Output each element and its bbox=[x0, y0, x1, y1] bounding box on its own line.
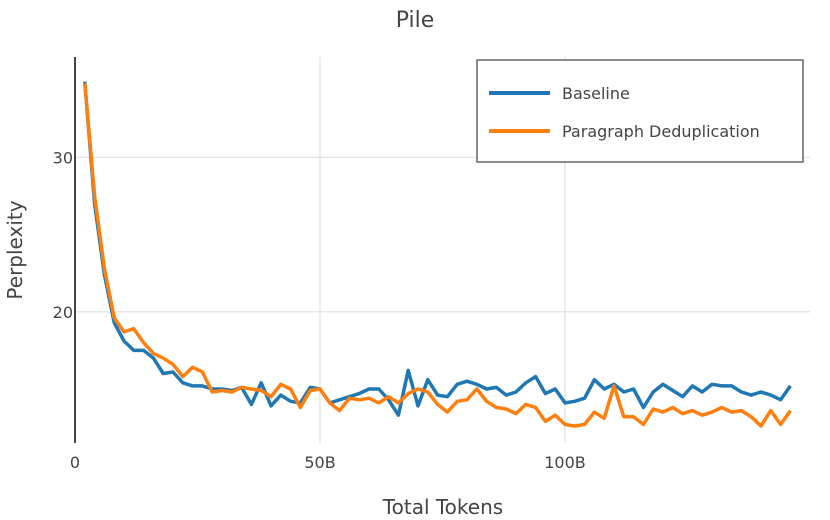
y-tick-label: 20 bbox=[53, 303, 73, 322]
series-lines bbox=[83, 81, 792, 428]
x-tick-label: 100B bbox=[544, 453, 586, 472]
legend-box bbox=[476, 59, 804, 163]
x-axis-label: Total Tokens bbox=[382, 495, 503, 519]
legend-label-baseline: Baseline bbox=[562, 84, 630, 103]
legend: Baseline Paragraph Deduplication bbox=[476, 59, 804, 163]
tick-labels: 0 50B 100B 20 30 bbox=[53, 148, 586, 472]
y-axis-label: Perplexity bbox=[3, 200, 27, 299]
series-line-paragraph-deduplication bbox=[83, 83, 792, 428]
x-tick-label: 50B bbox=[304, 453, 335, 472]
x-tick-label: 0 bbox=[70, 453, 80, 472]
series-line-baseline bbox=[83, 81, 792, 417]
legend-label-paragraph-deduplication: Paragraph Deduplication bbox=[562, 122, 760, 141]
chart-title: Pile bbox=[396, 8, 435, 33]
y-tick-label: 30 bbox=[53, 148, 73, 167]
